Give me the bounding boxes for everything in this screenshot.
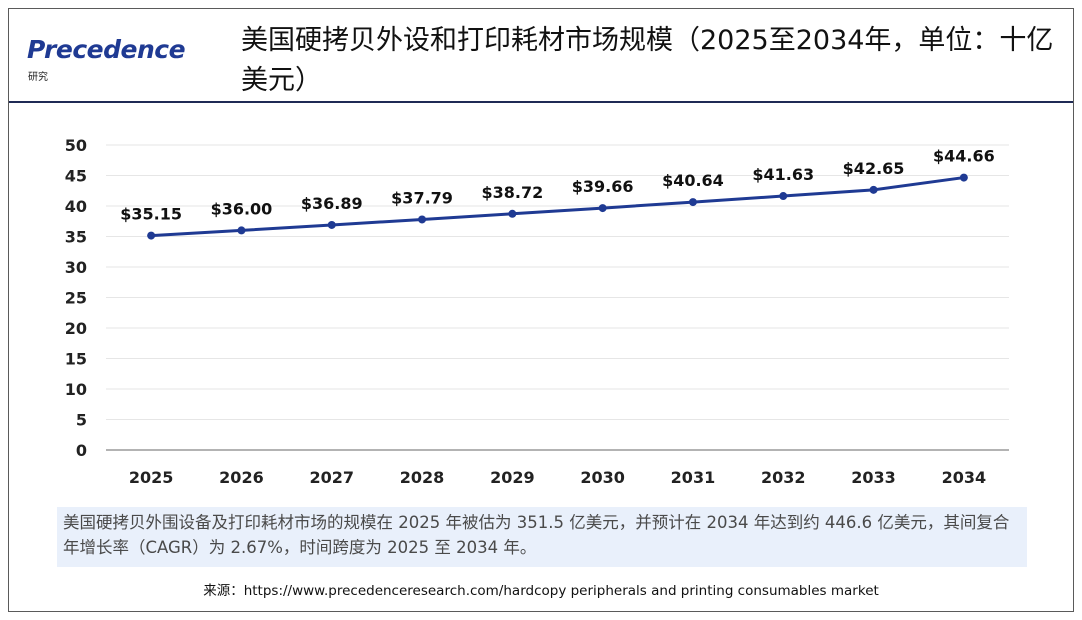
x-axis-ticks: 2025 2026 2027 2028 2029 2030 2031 2032 2033 2034 — [129, 468, 986, 487]
data-label: $41.63 — [752, 165, 814, 184]
y-tick-label: 35 — [65, 228, 87, 247]
data-point — [508, 209, 517, 218]
x-tick-label: 2029 — [490, 468, 535, 487]
y-tick-label: 15 — [65, 350, 87, 369]
data-label: $35.15 — [120, 205, 182, 224]
data-label: $36.00 — [211, 199, 273, 218]
x-tick-label: 2026 — [219, 468, 264, 487]
y-tick-label: 25 — [65, 289, 87, 308]
data-labels: $35.15 $36.00 $36.89 $37.79 $38.72 $39.66 $40.… — [120, 147, 994, 224]
y-axis-ticks: 0 5 10 15 20 25 30 35 40 45 50 — [65, 136, 87, 460]
page-title: 美国硬拷贝外设和打印耗材市场规模（2025至2034年，单位：十亿美元） — [241, 25, 1054, 96]
data-label: $37.79 — [391, 188, 453, 207]
source-text: 来源：https://www.precedenceresearch.com/ha… — [203, 583, 879, 599]
data-point — [237, 226, 246, 235]
data-label: $38.72 — [481, 183, 543, 202]
x-tick-label: 2027 — [309, 468, 354, 487]
data-point — [869, 185, 878, 194]
y-tick-label: 0 — [76, 441, 87, 460]
summary-note: 美国硬拷贝外围设备及打印耗材市场的规模在 2025 年被估为 351.5 亿美元… — [57, 507, 1027, 567]
x-tick-label: 2025 — [129, 468, 174, 487]
infographic-frame: Precedence 研究 美国硬拷贝外设和打印耗材市场规模（2025至2034… — [8, 8, 1074, 612]
y-tick-label: 10 — [65, 380, 87, 399]
x-tick-label: 2030 — [580, 468, 625, 487]
logo-subtitle: 研究 — [28, 72, 48, 83]
y-tick-label: 20 — [65, 319, 87, 338]
data-point — [147, 231, 156, 240]
data-point — [779, 192, 788, 201]
y-tick-label: 30 — [65, 258, 87, 277]
data-label: $44.66 — [933, 147, 995, 166]
y-tick-label: 50 — [65, 136, 87, 155]
y-tick-label: 40 — [65, 197, 87, 216]
y-tick-label: 5 — [76, 411, 87, 430]
series-line — [151, 176, 965, 238]
data-label: $39.66 — [572, 177, 634, 196]
logo-text: Precedence — [27, 35, 186, 64]
data-label: $40.64 — [662, 171, 724, 190]
data-point — [688, 198, 697, 207]
data-label: $36.89 — [301, 194, 363, 213]
data-points — [147, 173, 968, 240]
x-tick-label: 2032 — [761, 468, 806, 487]
data-point — [327, 220, 336, 229]
header: Precedence 研究 美国硬拷贝外设和打印耗材市场规模（2025至2034… — [9, 9, 1073, 103]
data-point — [959, 173, 968, 182]
x-tick-label: 2034 — [942, 468, 987, 487]
data-point — [598, 204, 607, 213]
y-tick-label: 45 — [65, 167, 87, 186]
data-point — [418, 215, 427, 224]
x-tick-label: 2033 — [851, 468, 896, 487]
chart-grid — [106, 144, 1009, 451]
data-label: $42.65 — [843, 159, 905, 178]
x-tick-label: 2031 — [671, 468, 716, 487]
x-tick-label: 2028 — [400, 468, 445, 487]
logo: Precedence 研究 — [27, 35, 207, 85]
